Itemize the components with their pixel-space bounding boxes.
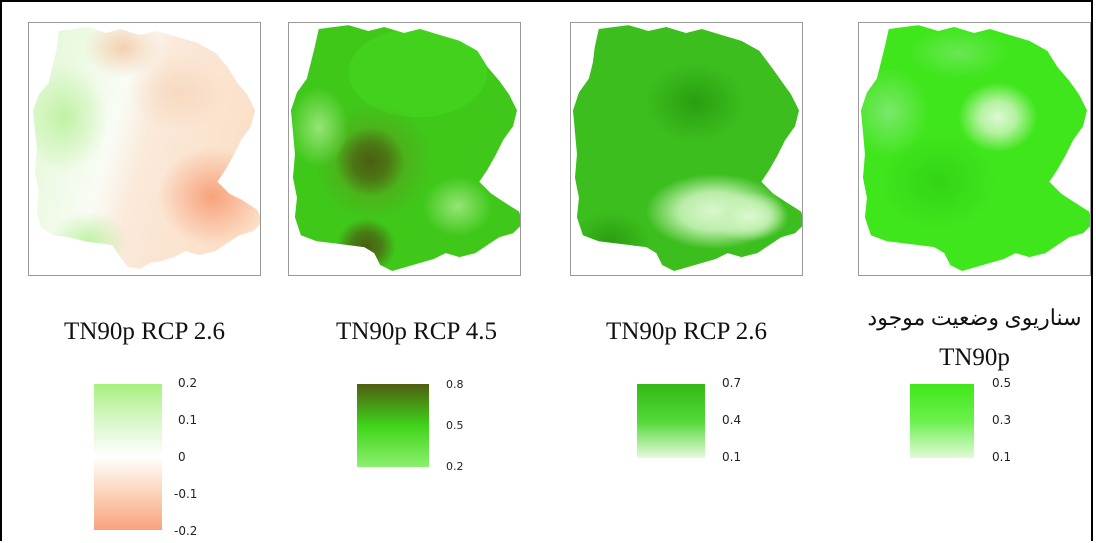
legend-bar-2	[357, 384, 429, 467]
legend-3-tick-label: 0.1	[722, 450, 742, 464]
map-panel-4	[858, 22, 1091, 276]
legend-3-tick-label: 0.7	[722, 376, 742, 390]
panel-4-title-line-2: TN90p	[939, 344, 1010, 371]
legend-bar-3	[637, 384, 705, 458]
legend-1-tick-label: 0	[178, 450, 186, 464]
legend-1-tick-label: 0.1	[178, 413, 198, 427]
panel-3-title-line-1: TN90p RCP 2.6	[606, 318, 767, 345]
legend-2-tick-label: 0.2	[446, 460, 464, 473]
legend-2-tick-label: 0.8	[446, 378, 464, 391]
legend-4-tick-label: 0.5	[992, 376, 1012, 390]
legend-bar-1	[94, 384, 162, 530]
map-panel-3	[570, 22, 803, 276]
map-svg-1	[32, 27, 260, 269]
map-svg-3	[572, 25, 802, 271]
legend-bar-4	[910, 384, 974, 458]
legend-4-tick-label: 0.1	[992, 450, 1012, 464]
panel-4-title: سناریوی وضعیت موجود TN90p	[858, 298, 1091, 378]
panel-1-title-line-1: TN90p RCP 2.6	[64, 318, 225, 345]
panel-2-title-line-1: TN90p RCP 4.5	[336, 318, 497, 345]
map-panel-1	[28, 22, 261, 276]
legend-1-tick-label: -0.1	[174, 487, 198, 501]
legend-1-tick-label: 0.2	[178, 376, 198, 390]
panel-4-title-line-1: سناریوی وضعیت موجود	[867, 305, 1082, 330]
legend-2-tick-label: 0.5	[446, 419, 464, 432]
panel-1-title: TN90p RCP 2.6	[28, 318, 261, 346]
panel-3-title: TN90p RCP 2.6	[570, 318, 803, 346]
panel-2-title: TN90p RCP 4.5	[300, 318, 533, 346]
map-svg-4	[860, 25, 1090, 271]
legend-1-tick-label: -0.2	[174, 524, 198, 538]
legend-4-tick-label: 0.3	[992, 413, 1012, 427]
map-panel-2	[288, 22, 521, 276]
map-svg-2	[290, 25, 520, 271]
legend-3-tick-label: 0.4	[722, 413, 742, 427]
